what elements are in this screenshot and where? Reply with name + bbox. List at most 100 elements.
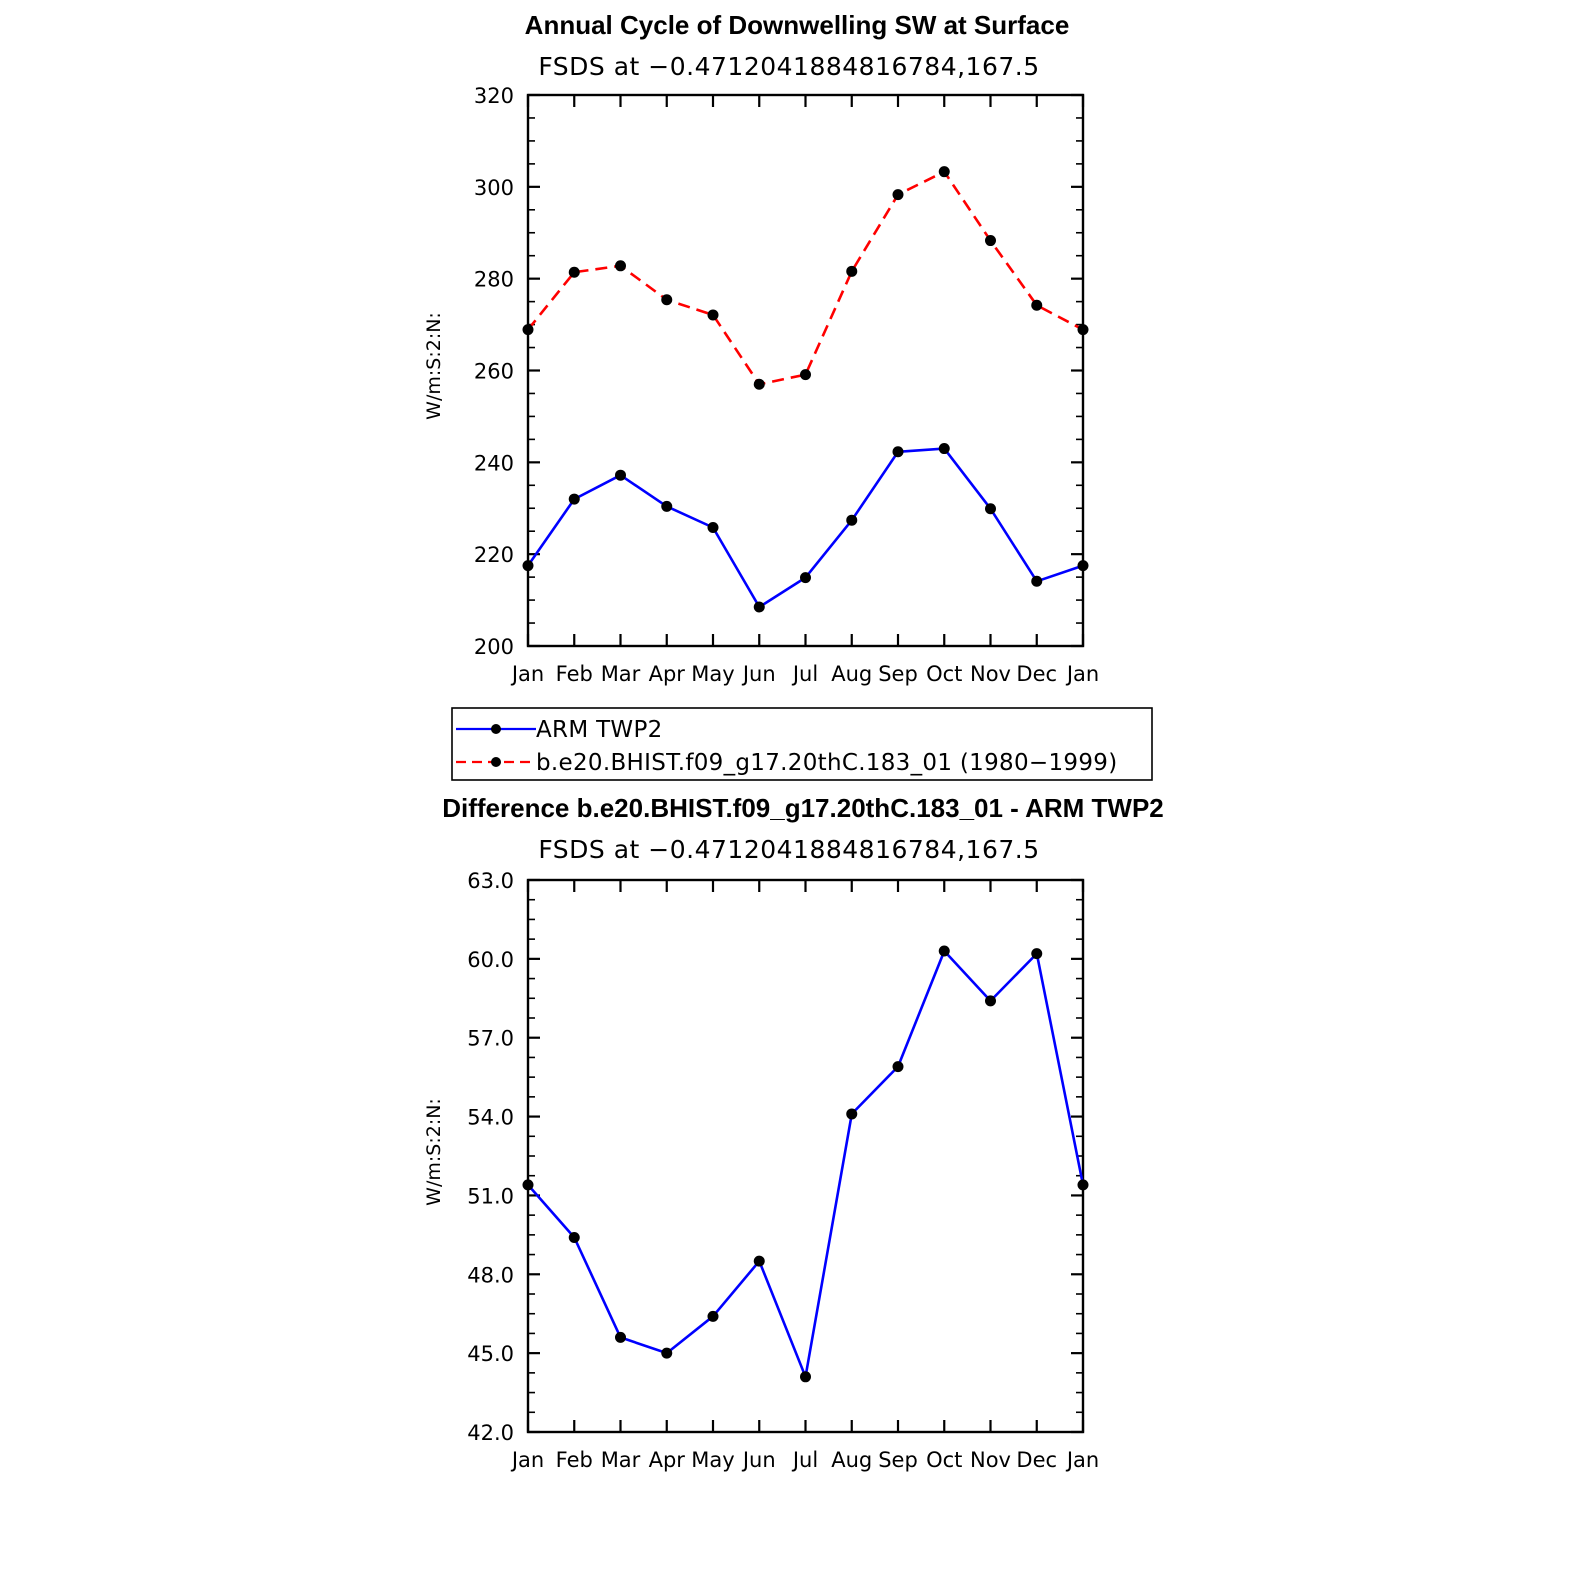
series-group [522,945,1089,1383]
data-point-jun [753,1255,765,1267]
data-point-oct [938,166,950,178]
y-tick-label: 260 [474,360,514,384]
x-tick-label-jan: Jan [510,662,544,686]
data-point-mar [615,260,626,272]
y-tick-label: 63.0 [467,869,514,893]
chart-annual-cycle: Annual Cycle of Downwelling SW at Surfac… [423,10,1099,686]
x-tick-label-aug: Aug [831,1448,872,1472]
legend-entry-model: b.e20.BHIST.f09_g17.20thC.183_01 (1980−1… [456,750,1117,776]
data-point-jan [1077,1179,1089,1191]
y-axis-label: W/m:S:2:N: [423,1098,445,1206]
y-tick-label: 60.0 [467,948,514,972]
data-point-mar [615,1331,626,1343]
chart-difference: Difference b.e20.BHIST.f09_g17.20thC.183… [423,793,1164,1472]
x-tick-label-oct: Oct [926,1448,962,1472]
legend-entry-arm-twp2: ARM TWP2 [456,717,663,743]
y-tick-label: 300 [474,176,514,200]
chart-title: Difference b.e20.BHIST.f09_g17.20thC.183… [442,793,1164,823]
data-point-jan [1077,324,1089,336]
chart-subtitle: FSDS at −0.4712041884816784,167.5 [538,835,1039,864]
data-point-may [707,1310,719,1322]
data-point-aug [846,1108,858,1120]
x-tick-label-jul: Jul [791,662,818,686]
x-tick-label-sep: Sep [878,662,918,686]
legend-label-model: b.e20.BHIST.f09_g17.20thC.183_01 (1980−1… [536,750,1117,776]
data-point-feb [568,1231,580,1243]
x-tick-label-apr: Apr [649,1448,686,1472]
x-tick-label-aug: Aug [831,662,872,686]
data-point-mar [615,469,626,481]
y-tick-label: 280 [474,268,514,292]
data-point-feb [568,493,580,505]
series-line-arm-twp2 [526,447,1084,609]
data-point-nov [985,503,996,515]
plot-frame [526,878,1085,1434]
data-point-feb [568,266,580,278]
x-tick-label-jan: Jan [510,1448,544,1472]
x-tick-label-mar: Mar [601,662,641,686]
x-tick-label-sep: Sep [878,1448,918,1472]
chart-subtitle: FSDS at −0.4712041884816784,167.5 [538,52,1039,81]
y-tick-label: 45.0 [467,1342,514,1366]
x-tick-label-nov: Nov [970,1448,1011,1472]
data-point-dec [1031,575,1043,587]
data-point-sep [892,189,904,201]
data-point-oct [938,945,950,957]
legend-marker-arm [491,724,501,734]
data-point-jan [522,560,534,572]
x-tick-label-mar: Mar [601,1448,641,1472]
data-point-aug [846,514,858,526]
data-point-apr [661,294,673,306]
x-tick-label-jun: Jun [741,1448,776,1472]
data-point-apr [661,500,673,512]
data-point-nov [985,995,996,1007]
y-tick-label: 200 [474,635,514,659]
y-tick-labels: 200 220 240 260 280 300 320 [474,84,514,659]
data-point-jul [800,1371,811,1383]
y-tick-label: 42.0 [467,1421,514,1445]
data-point-jan [522,324,534,336]
data-point-dec [1031,299,1043,311]
data-point-jan [522,1179,534,1191]
x-tick-label-jun: Jun [741,662,776,686]
x-tick-label-dec: Dec [1016,1448,1057,1472]
data-point-jan [1077,560,1089,572]
y-tick-label: 240 [474,451,514,475]
data-point-dec [1031,948,1043,960]
y-tick-label: 51.0 [467,1184,514,1208]
data-point-oct [938,443,950,455]
x-tick-label-jan: Jan [1065,1448,1099,1472]
x-tick-labels: Jan Feb Mar Apr May Jun Jul Aug Sep Oct Nov Dec Jan [510,1448,1099,1472]
data-point-jul [800,369,811,381]
data-point-sep [892,1061,904,1073]
series-line-b-e20-bhist-f09-g17-20thc-183-01-1980-1999 [526,170,1084,386]
plot-border [526,878,1085,1434]
y-tick-label: 320 [474,84,514,108]
x-tick-label-nov: Nov [970,662,1011,686]
y-axis-label: W/m:S:2:N: [423,312,445,420]
data-point-may [707,522,719,534]
y-tick-label: 48.0 [467,1263,514,1287]
y-tick-labels: 42.0 45.0 48.0 51.0 54.0 57.0 60.0 63.0 [467,869,514,1445]
y-tick-label: 57.0 [467,1027,514,1051]
data-point-nov [985,235,996,247]
x-tick-label-feb: Feb [556,1448,593,1472]
data-point-sep [892,446,904,458]
plot-frame [526,93,1085,648]
data-point-jun [753,601,765,613]
chart-title: Annual Cycle of Downwelling SW at Surfac… [525,10,1070,40]
x-tick-labels: Jan Feb Mar Apr May Jun Jul Aug Sep Oct Nov Dec Jan [510,662,1099,686]
data-point-aug [846,265,858,277]
legend-marker-model [491,757,501,767]
y-tick-label: 220 [474,543,514,567]
x-tick-label-jul: Jul [791,1448,818,1472]
x-tick-label-apr: Apr [649,662,686,686]
x-tick-label-may: May [691,1448,734,1472]
data-point-jun [753,378,765,390]
data-point-apr [661,1347,673,1359]
x-tick-label-oct: Oct [926,662,962,686]
legend-label-arm: ARM TWP2 [536,717,663,743]
data-point-may [707,309,719,321]
x-tick-label-may: May [691,662,734,686]
y-tick-label: 54.0 [467,1106,514,1130]
